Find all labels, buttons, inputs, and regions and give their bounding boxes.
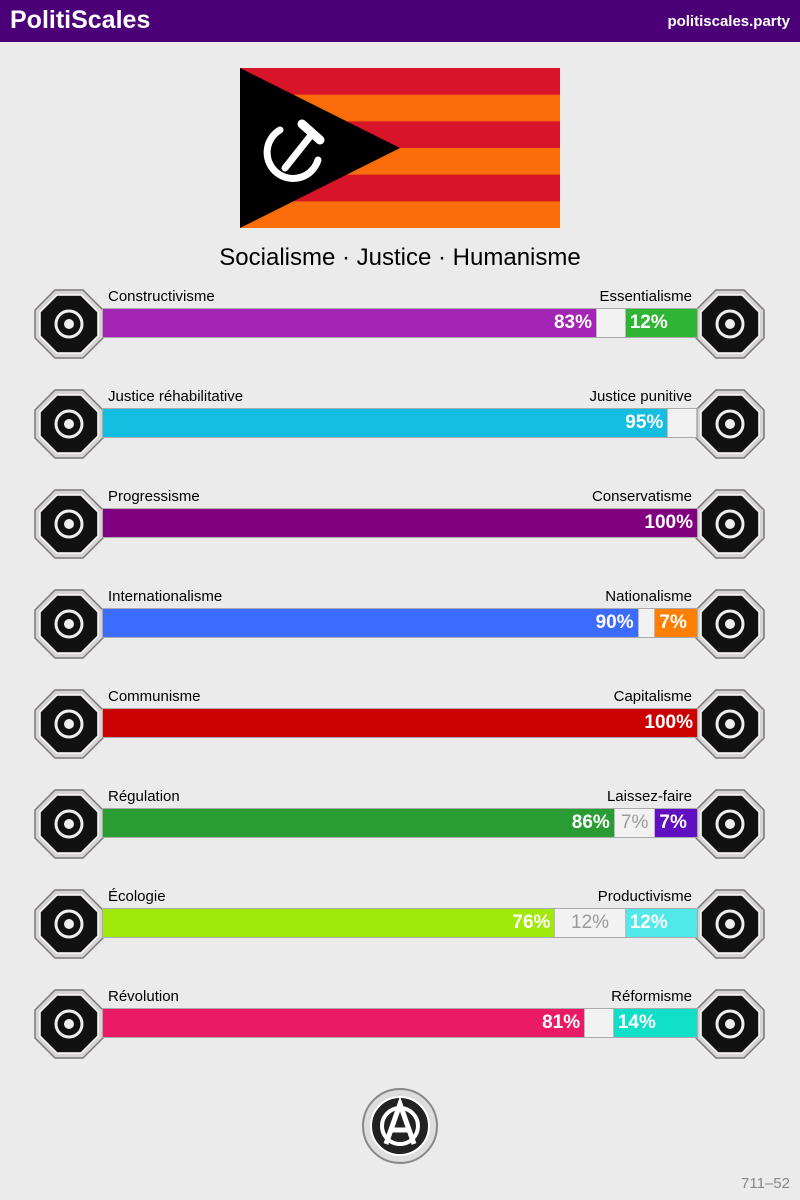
- eye-icon: [34, 289, 104, 359]
- right-value: 14%: [617, 1012, 656, 1033]
- axis-row: Progressisme Conservatisme 100%: [0, 481, 800, 581]
- right-value: 12%: [629, 312, 668, 333]
- left-segment: 83%: [103, 309, 597, 337]
- axis-bar: 81% 14%: [102, 1008, 698, 1038]
- axis-row: Régulation Laissez-faire 86% 7% 7%: [0, 781, 800, 881]
- left-value: 100%: [644, 512, 693, 533]
- left-value: 83%: [553, 312, 593, 333]
- axis-row: Constructivisme Essentialisme 83% 12%: [0, 281, 800, 381]
- butterfly-icon: [695, 789, 765, 859]
- prison-bars-icon: [695, 389, 765, 459]
- left-segment: 90%: [103, 609, 638, 637]
- axis-row: Communisme Capitalisme 100%: [0, 681, 800, 781]
- left-segment: 100%: [103, 709, 697, 737]
- neutral-segment: 7%: [613, 809, 656, 837]
- axis-row: Internationalisme Nationalisme 90% 7%: [0, 581, 800, 681]
- result-code: 711–52: [741, 1175, 790, 1192]
- boat-icon: [695, 989, 765, 1059]
- neutral-segment: 12%: [554, 909, 626, 937]
- left-segment: 76%: [103, 909, 555, 937]
- right-segment: 7%: [655, 809, 697, 837]
- axis-bar: 76% 12% 12%: [102, 908, 698, 938]
- sprout-icon: [34, 889, 104, 959]
- right-segment: 12%: [625, 909, 697, 937]
- right-segment: 7%: [655, 609, 697, 637]
- axis-right-label: Capitalisme: [613, 688, 692, 705]
- axis-row: Justice réhabilitative Justice punitive …: [0, 381, 800, 481]
- neutral-segment: [596, 309, 626, 337]
- anarchism-seal-icon: [362, 1088, 438, 1164]
- right-value: 7%: [659, 812, 687, 833]
- axis-left-label: Progressisme: [108, 488, 200, 505]
- axis-bar: 83% 12%: [102, 308, 698, 338]
- axis-left-label: Justice réhabilitative: [108, 388, 244, 405]
- left-segment: 100%: [103, 509, 697, 537]
- hammer-sickle-icon: [34, 689, 104, 759]
- left-segment: 95%: [103, 409, 668, 437]
- site-link[interactable]: politiscales.party: [667, 13, 790, 30]
- axis-left-label: Internationalisme: [108, 588, 223, 605]
- neutral-segment: [584, 1009, 614, 1037]
- globe-icon: [34, 589, 104, 659]
- axis-right-label: Réformisme: [611, 988, 692, 1005]
- flower-icon: [695, 289, 765, 359]
- left-value: 76%: [512, 912, 551, 933]
- axis-left-label: Révolution: [108, 988, 179, 1005]
- neutral-segment: [667, 409, 697, 437]
- axis-left-label: Régulation: [108, 788, 180, 805]
- neutral-segment: [637, 609, 656, 637]
- axis-left-label: Communisme: [108, 688, 201, 705]
- right-value: 12%: [629, 912, 668, 933]
- axis-right-label: Conservatisme: [591, 488, 692, 505]
- flag-icon: [695, 589, 765, 659]
- axis-right-label: Essentialisme: [599, 288, 692, 305]
- motto-title: Socialisme · Justice · Humanisme: [219, 244, 581, 271]
- header: PolitiScales politiscales.party: [0, 0, 800, 42]
- left-segment: 81%: [103, 1009, 585, 1037]
- axis-right-label: Nationalisme: [605, 588, 692, 605]
- quill-icon: [695, 489, 765, 559]
- ruler-icon: [34, 789, 104, 859]
- axis-bar: 95%: [102, 408, 698, 438]
- left-value: 100%: [644, 712, 693, 733]
- axis-bar: 100%: [102, 508, 698, 538]
- left-value: 95%: [625, 412, 664, 433]
- axis-row: Révolution Réformisme 81% 14%: [0, 981, 800, 1081]
- axis-bar: 86% 7% 7%: [102, 808, 698, 838]
- neutral-value: 12%: [571, 912, 610, 933]
- gear-icon: [695, 889, 765, 959]
- neutral-value: 7%: [620, 812, 649, 833]
- axis-right-label: Productivisme: [597, 888, 692, 905]
- left-value: 90%: [595, 612, 634, 633]
- axis-row: Écologie Productivisme 76% 12% 12%: [0, 881, 800, 981]
- flag: [240, 68, 560, 228]
- left-value: 86%: [571, 812, 610, 833]
- axis-left-label: Écologie: [108, 888, 166, 905]
- right-segment: 14%: [613, 1009, 697, 1037]
- right-value: 7%: [659, 612, 687, 633]
- left-value: 81%: [542, 1012, 581, 1033]
- flag-stripe: [240, 68, 560, 96]
- comet-icon: [34, 489, 104, 559]
- hammer-sickle-icon: [263, 119, 325, 182]
- right-segment: 12%: [625, 309, 697, 337]
- left-segment: 86%: [103, 809, 614, 837]
- axis-left-label: Constructivisme: [108, 288, 215, 305]
- axis-right-label: Laissez-faire: [606, 788, 692, 805]
- handshake-icon: [34, 389, 104, 459]
- money-bag-icon: [695, 689, 765, 759]
- brand-title[interactable]: PolitiScales: [10, 6, 151, 34]
- axis-bar: 90% 7%: [102, 608, 698, 638]
- rose-fist-icon: [34, 989, 104, 1059]
- flag-stripe: [240, 201, 560, 228]
- axis-right-label: Justice punitive: [589, 388, 692, 405]
- axis-bar: 100%: [102, 708, 698, 738]
